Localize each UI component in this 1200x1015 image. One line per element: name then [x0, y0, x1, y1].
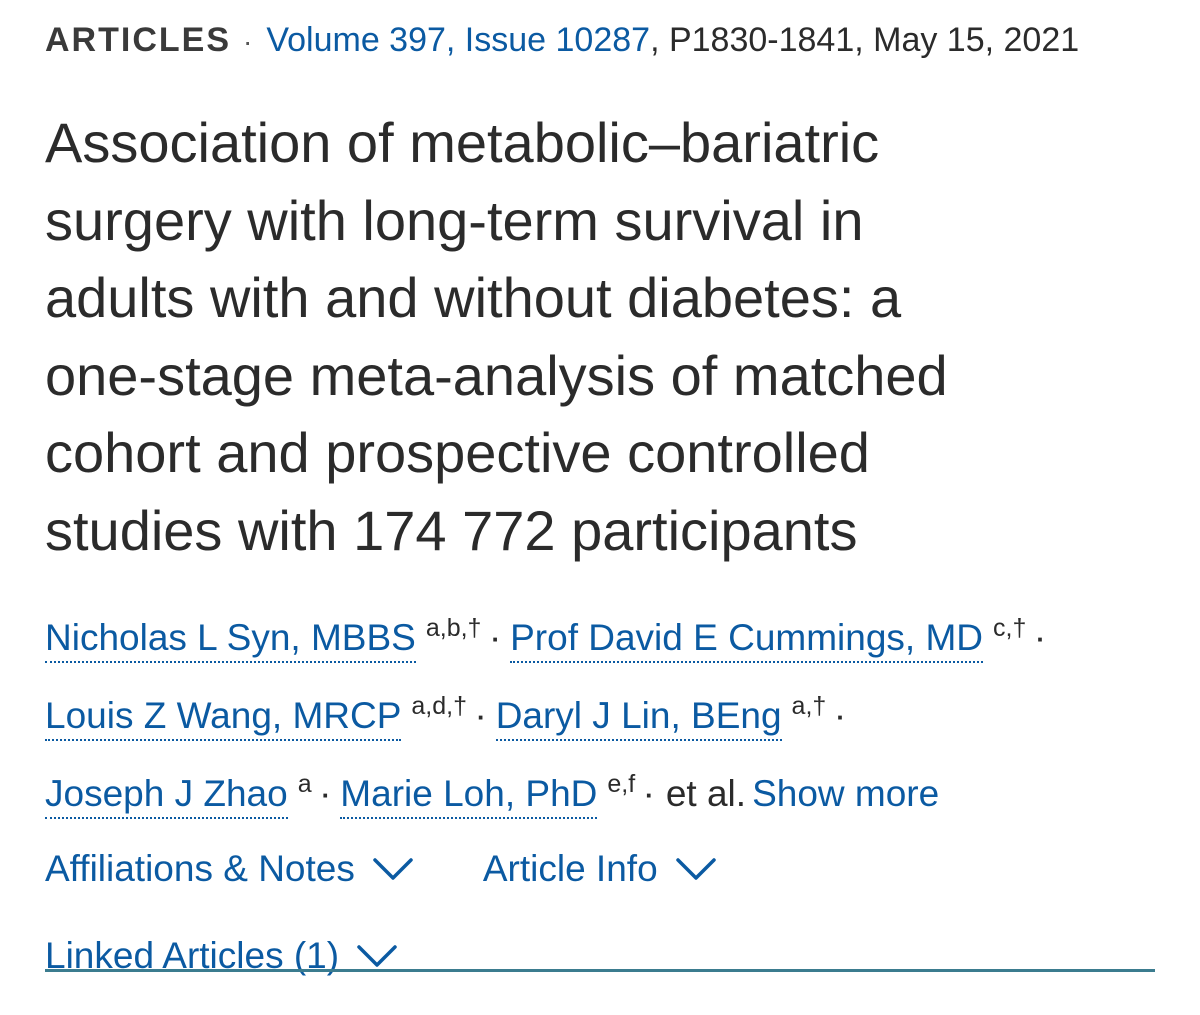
author-item: Prof David E Cummings, MD c,†: [510, 614, 1027, 663]
author-affiliations: a: [297, 770, 312, 798]
author-separator: ·: [477, 702, 486, 732]
author-list: Nicholas L Syn, MBBS a,b,† · Prof David E C…: [45, 595, 1155, 829]
author-separator: ·: [1036, 624, 1046, 654]
author-link[interactable]: Louis Z Wang, MRCP: [45, 695, 402, 741]
article-toggles: Affiliations & Notes Article Info Linked…: [45, 847, 1155, 978]
title-line: Association of metabolic–bariatric: [45, 111, 880, 174]
author-separator: ·: [836, 702, 845, 732]
et-al-text: et al.: [665, 773, 747, 814]
author-item: Marie Loh, PhD e,f: [340, 770, 636, 819]
meta-separator: ·: [243, 26, 253, 57]
article-title: Association of metabolic–bariatric surge…: [45, 104, 1095, 569]
author-link[interactable]: Joseph J Zhao: [45, 773, 288, 819]
toggle-row: Affiliations & Notes Article Info: [45, 847, 1155, 891]
title-line: adults with and without diabetes: a: [45, 266, 902, 329]
author-item: Daryl J Lin, BEng a,†: [495, 692, 827, 741]
author-item: Joseph J Zhao a: [45, 770, 312, 819]
author-separator: ·: [645, 780, 654, 810]
author-separator: ·: [321, 780, 331, 810]
article-info-label: Article Info: [482, 848, 658, 889]
affiliations-notes-label: Affiliations & Notes: [45, 848, 355, 889]
author-separator: ·: [491, 624, 501, 654]
title-line: surgery with long-term survival in: [45, 188, 864, 252]
article-meta: ARTICLES · Volume 397, Issue 10287, P1830-…: [45, 18, 1155, 64]
affiliations-notes-toggle[interactable]: Affiliations & Notes: [45, 847, 413, 891]
title-line: cohort and prospective controlled: [45, 421, 870, 484]
author-link[interactable]: Prof David E Cummings, MD: [510, 617, 984, 663]
author-link[interactable]: Nicholas L Syn, MBBS: [45, 617, 416, 663]
section-divider: [45, 969, 1155, 972]
show-more-link[interactable]: Show more: [752, 773, 940, 814]
author-affiliations: a,†: [791, 692, 827, 720]
article-info-toggle[interactable]: Article Info: [483, 847, 716, 891]
author-affiliations: a,b,†: [425, 614, 482, 642]
volume-issue-link[interactable]: Volume 397, Issue 10287: [266, 21, 651, 59]
author-link[interactable]: Marie Loh, PhD: [340, 773, 598, 819]
chevron-down-icon: [675, 857, 716, 881]
author-affiliations: a,d,†: [411, 692, 468, 720]
pages-date: , P1830-1841, May 15, 2021: [650, 21, 1080, 59]
chevron-down-icon: [357, 944, 397, 968]
author-item: Louis Z Wang, MRCP a,d,†: [45, 692, 468, 741]
author-affiliations: e,f: [607, 770, 636, 798]
chevron-down-icon: [373, 857, 413, 881]
author-item: Nicholas L Syn, MBBS a,b,†: [45, 614, 482, 663]
article-type-label: ARTICLES: [45, 21, 231, 59]
author-link[interactable]: Daryl J Lin, BEng: [495, 695, 782, 741]
title-line: one-stage meta-analysis of matched: [45, 343, 948, 407]
article-header: ARTICLES · Volume 397, Issue 10287, P1830-…: [45, 18, 1155, 978]
author-affiliations: c,†: [993, 614, 1027, 642]
title-line: studies with 174 772 participants: [45, 498, 858, 562]
